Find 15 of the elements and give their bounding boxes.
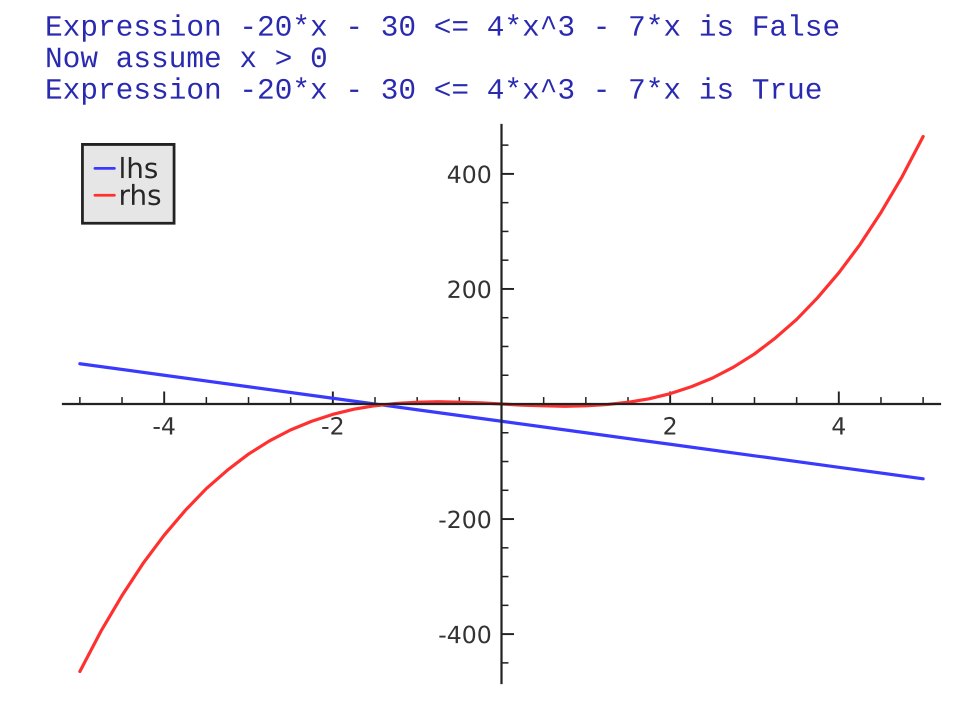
text: Expression -20*x - 30 <= 4*x^3 - 7*x is False — [47, 14, 838, 42]
legend-label: lhs — [121, 156, 157, 178]
line-series — [78, 134, 925, 674]
line-series — [78, 362, 925, 480]
x-tick-label: 4 — [832, 417, 845, 434]
y-tick-label: -200 — [439, 510, 490, 528]
x-tick-label: -2 — [322, 416, 342, 434]
y-tick-label: -400 — [439, 626, 490, 644]
x-tick-label: 2 — [664, 416, 676, 434]
y-tick-label: 200 — [448, 280, 490, 298]
legend-label: rhs — [121, 184, 160, 206]
text: Now assume x > 0 — [47, 47, 326, 68]
text: Expression -20*x - 30 <= 4*x^3 - 7*x is True — [47, 77, 821, 105]
x-tick-label: -4 — [154, 417, 175, 434]
y-tick-label: 400 — [448, 165, 490, 184]
